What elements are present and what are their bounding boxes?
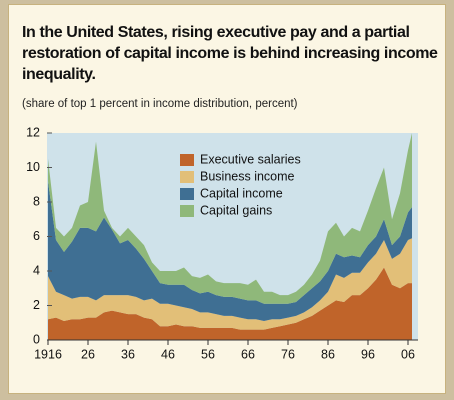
legend-swatch <box>180 154 194 166</box>
area <box>48 238 412 330</box>
legend-label: Capital income <box>200 186 283 200</box>
x-tick-label: 46 <box>161 347 175 361</box>
y-tick-label: 6 <box>33 229 40 243</box>
legend-label: Business income <box>200 169 295 183</box>
area <box>48 181 412 322</box>
x-tick-label: 66 <box>241 347 255 361</box>
chart-subtitle: (share of top 1 percent in income distri… <box>22 98 298 110</box>
y-tick-label: 4 <box>33 263 40 277</box>
legend-label: Executive salaries <box>200 152 301 166</box>
legend-swatch <box>180 188 194 200</box>
y-tick-label: 12 <box>26 125 40 139</box>
y-tick-label: 8 <box>33 194 40 208</box>
area <box>48 267 412 340</box>
x-tick-label: 76 <box>281 347 295 361</box>
x-tick-label: 56 <box>201 347 215 361</box>
legend-swatch <box>180 171 194 183</box>
y-tick-label: 10 <box>26 160 40 174</box>
y-tick-label: 2 <box>33 298 40 312</box>
x-tick-label: 1916 <box>34 347 62 361</box>
x-tick-label: 96 <box>361 347 375 361</box>
y-tick-label: 0 <box>33 332 40 346</box>
x-tick-label: 86 <box>321 347 335 361</box>
legend-swatch <box>180 205 194 217</box>
chart-title: In the United States, rising executive p… <box>22 24 438 83</box>
legend-label: Capital gains <box>200 203 272 217</box>
area <box>48 133 412 304</box>
x-tick-label: 06 <box>401 347 415 361</box>
x-tick-label: 26 <box>81 347 95 361</box>
x-tick-label: 36 <box>121 347 135 361</box>
